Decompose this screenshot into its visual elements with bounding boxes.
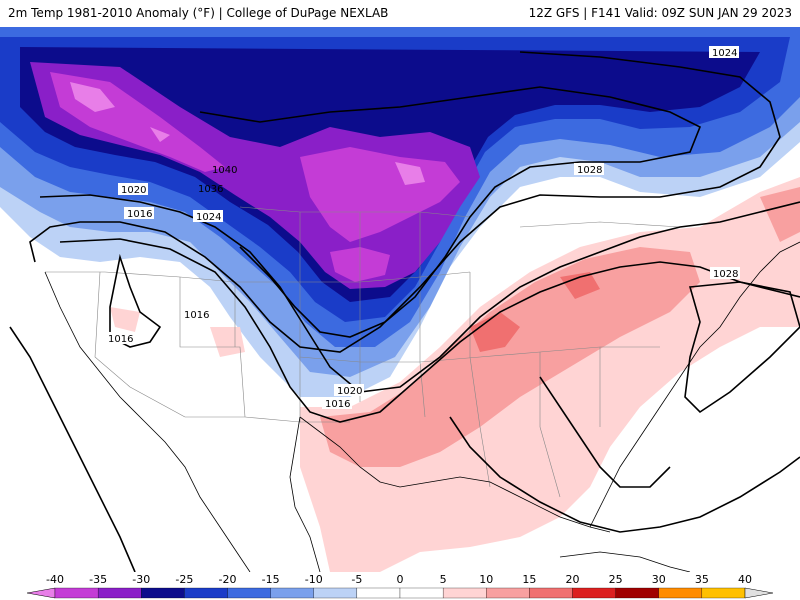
colorbar-tick-label: -20 [219,573,237,586]
anomaly-region-neg35 [50,72,460,282]
colorbar-tick-label: 35 [695,573,709,586]
isobar-label: 1016 [127,209,152,220]
colorbar-bin [227,587,271,599]
colorbar-tick-label: 25 [609,573,623,586]
product-title: 2m Temp 1981-2010 Anomaly (°F) | College… [8,6,389,20]
colorbar-tick-label: 20 [566,573,580,586]
colorbar-tick-label: -40 [46,573,64,586]
colorbar-svg: -40 -35 -30 -25 -20 -15 -10 -5 0 5 10 15 20 25 30 35 40 [26,573,774,599]
colorbar-bin [486,587,530,599]
colorbar-tick-label: 40 [738,573,752,586]
isobars [9,51,800,572]
colorbar-tick-label: 5 [440,573,447,586]
colorbar-bin [97,587,142,599]
colorbar-tick-label: -10 [305,573,323,586]
isobar-label: 1016 [184,310,209,321]
colorbar-tick-label: 10 [479,573,493,586]
colorbar: -40 -35 -30 -25 -20 -15 -10 -5 0 5 10 15 20 25 30 35 40 [0,572,800,600]
isobar-label: 1024 [196,212,221,223]
colorbar-bin [442,587,487,599]
colorbar-high-arrow [744,587,774,599]
colorbar-bin [356,587,401,599]
colorbar-tick-label: -15 [262,573,280,586]
isobar-label: 1024 [712,48,737,59]
colorbar-tick-label: 0 [397,573,404,586]
isobar-label: 1028 [713,269,738,280]
map-canvas: 1024 1028 1020 1016 1024 1016 1016 1020 … [0,27,800,572]
colorbar-tick-label: -35 [89,573,107,586]
anomaly-region-pos15 [470,272,600,352]
isobar-label: 1028 [577,165,602,176]
colorbar-bin [615,587,659,599]
colorbar-bin [184,587,228,599]
colorbar-tick-label: -25 [175,573,193,586]
colorbar-bin [54,587,99,599]
anomaly-region-pos5-west [110,307,245,357]
colorbar-tick-label: -30 [132,573,150,586]
colorbar-bin [572,587,616,599]
colorbar-bin [701,587,746,599]
isobar-labels: 1024 1028 1020 1016 1024 1016 1016 1020 … [105,46,740,410]
colorbar-bin [658,587,703,599]
colorbar-bin [313,587,358,599]
colorbar-bin [529,587,573,599]
colorbar-low-arrow [26,587,56,599]
model-run-title: 12Z GFS | F141 Valid: 09Z SUN JAN 29 202… [528,6,792,20]
isobar-label: 1016 [325,399,350,410]
colorbar-tick-label: 30 [652,573,666,586]
isobar-label: 1020 [121,185,146,196]
colorbar-tick-label: 15 [522,573,536,586]
colorbar-bin [399,587,444,599]
anomaly-region-pos10 [320,187,800,467]
isobar-label: 1040 [212,165,237,176]
colorbar-tick-label: -5 [351,573,362,586]
isobar-label: 1016 [108,334,133,345]
colorbar-bin [270,587,314,599]
colorbar-bin [141,587,185,599]
isobar-label: 1020 [337,386,362,397]
isobar-label: 1036 [198,184,223,195]
map-header: 2m Temp 1981-2010 Anomaly (°F) | College… [0,0,800,27]
anomaly-map: 1024 1028 1020 1016 1024 1016 1016 1020 … [0,27,800,572]
